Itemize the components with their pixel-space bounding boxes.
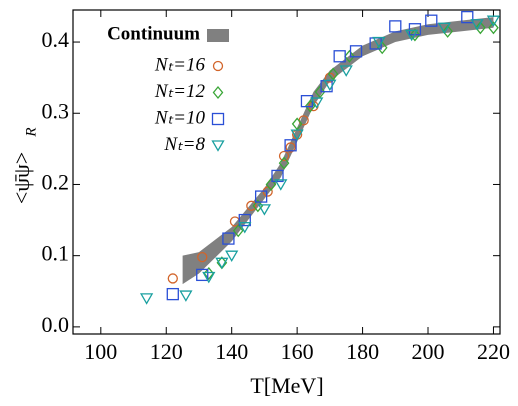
- data-point: [197, 251, 208, 263]
- data-point: [271, 169, 284, 183]
- data-point: [314, 85, 326, 99]
- legend-label: Continuum: [107, 23, 200, 44]
- data-point: [389, 20, 402, 33]
- data-point: [304, 99, 316, 113]
- x-tick-label: 120: [150, 339, 183, 364]
- data-point: [344, 49, 355, 63]
- x-tick-label: 140: [215, 339, 248, 364]
- data-point: [238, 213, 251, 227]
- data-point: [349, 45, 363, 58]
- data-point: [323, 79, 337, 92]
- data-point: [442, 24, 453, 38]
- data-point: [290, 129, 304, 141]
- continuum-band: [182, 17, 494, 285]
- y-tick-label: 0.3: [42, 98, 70, 123]
- data-point: [278, 156, 290, 170]
- data-point: [179, 290, 193, 302]
- data-point: [222, 232, 235, 245]
- legend-label: Nₜ=8: [163, 134, 205, 155]
- data-point: [470, 19, 484, 31]
- x-tick-label: 180: [346, 339, 379, 364]
- legend-marker: [212, 60, 224, 72]
- data-point: [461, 10, 474, 24]
- data-point: [327, 67, 339, 81]
- data-point: [257, 204, 272, 216]
- data-point: [246, 200, 257, 211]
- data-point: [238, 222, 252, 234]
- data-point: [339, 65, 353, 77]
- x-axis-label: T[MeV]: [250, 373, 323, 398]
- legend-label: Nₜ=10: [154, 107, 206, 128]
- data-point: [425, 14, 438, 27]
- data-point: [215, 257, 229, 270]
- y-axis-label-group: <ψ̄ψ> R: [9, 127, 39, 204]
- data-point: [278, 150, 290, 162]
- legend-band-swatch: [207, 29, 229, 42]
- data-point: [437, 22, 452, 35]
- data-point: [265, 177, 277, 191]
- data-point: [285, 142, 296, 153]
- y-tick-label: 0.2: [42, 170, 70, 195]
- data-point: [310, 97, 324, 109]
- x-tick-label: 220: [477, 339, 510, 364]
- y-tick-label: 0.4: [42, 27, 70, 52]
- legend-marker: [211, 140, 225, 152]
- data-point: [225, 250, 239, 262]
- data-point: [274, 179, 288, 191]
- data-point: [405, 29, 419, 42]
- x-tick-label: 100: [84, 339, 117, 364]
- data-point: [254, 190, 268, 203]
- data-point: [409, 28, 421, 42]
- data-point: [232, 224, 244, 238]
- data-point: [203, 266, 215, 280]
- data-point: [486, 15, 501, 27]
- data-point: [333, 50, 346, 63]
- y-axis-label: <ψ̄ψ>: [9, 152, 34, 204]
- data-point: [166, 287, 179, 301]
- plot-frame: [72, 9, 501, 335]
- data-point: [139, 293, 154, 305]
- data-point: [196, 268, 209, 282]
- data-point: [372, 36, 386, 49]
- y-tick-label: 0.0: [42, 312, 70, 337]
- legend-marker: [211, 112, 225, 126]
- x-tick-label: 160: [281, 339, 314, 364]
- data-point: [488, 21, 499, 35]
- data-point: [475, 21, 486, 35]
- data-point: [252, 199, 264, 213]
- legend-label: Nₜ=16: [154, 54, 206, 75]
- data-point: [167, 273, 178, 284]
- y-axis-label-subscript: R: [23, 127, 39, 137]
- legend-marker: [212, 85, 224, 100]
- data-point: [202, 271, 216, 284]
- data-point: [284, 139, 297, 152]
- data-point: [291, 117, 303, 131]
- x-tick-label: 200: [412, 339, 445, 364]
- y-tick-label: 0.1: [42, 241, 70, 266]
- legend-label: Nₜ=12: [154, 81, 206, 102]
